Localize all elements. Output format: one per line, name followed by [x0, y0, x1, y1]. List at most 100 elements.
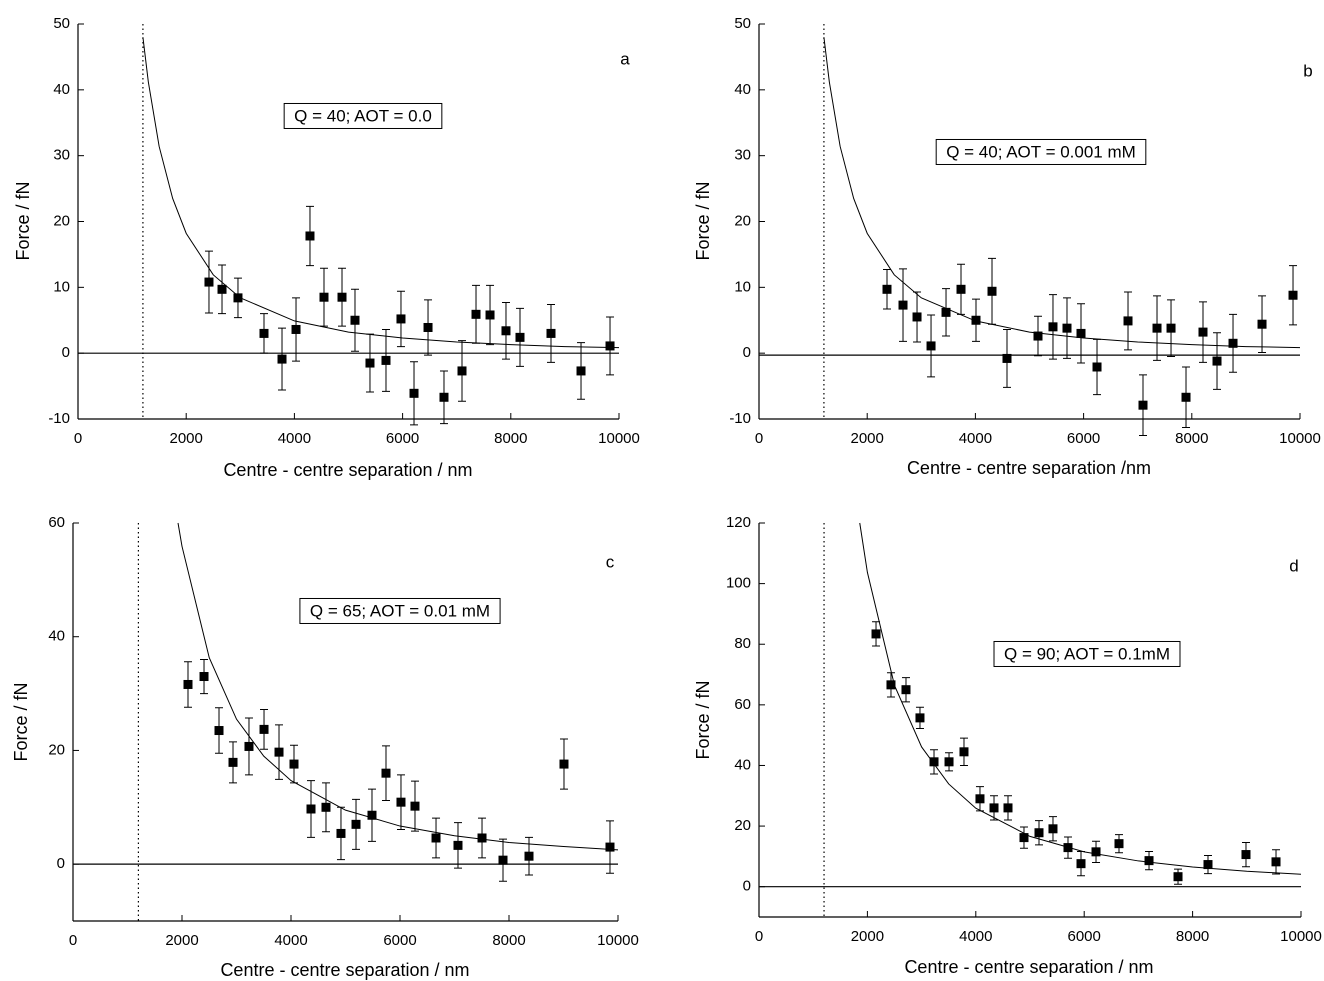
data-point [217, 284, 227, 294]
y-tick-label: 50 [53, 15, 70, 32]
x-tick-label: 10000 [1279, 430, 1321, 447]
data-point [1002, 353, 1012, 363]
data-point [1123, 316, 1133, 326]
data-point [989, 803, 999, 813]
panel-label: b [1303, 61, 1312, 80]
data-point [485, 310, 495, 320]
data-point [915, 713, 925, 723]
data-point [1173, 872, 1183, 882]
x-tick-label: 6000 [386, 430, 419, 447]
annotation: Q = 40; AOT = 0.0 [294, 106, 432, 125]
data-point [1063, 843, 1073, 853]
data-point [259, 724, 269, 734]
data-point [926, 341, 936, 351]
fit-curve [177, 522, 619, 851]
y-tick-label: 20 [734, 212, 751, 229]
data-point [576, 366, 586, 376]
data-point [1048, 322, 1058, 332]
data-point [228, 757, 238, 767]
x-tick-label: 8000 [1176, 928, 1209, 945]
y-tick-label: 40 [734, 81, 751, 98]
data-point [546, 328, 556, 338]
y-tick-label: 20 [48, 741, 65, 758]
data-point [871, 629, 881, 639]
data-point [971, 315, 981, 325]
y-tick-label: 50 [734, 15, 751, 32]
x-tick-label: 8000 [494, 430, 527, 447]
data-point [1181, 392, 1191, 402]
annotation: Q = 40; AOT = 0.001 mM [946, 142, 1136, 161]
data-point [367, 810, 377, 820]
y-tick-label: 40 [734, 756, 751, 773]
y-tick-label: 0 [57, 855, 65, 872]
data-point [901, 685, 911, 695]
y-axis-title: Force / fN [13, 181, 33, 260]
x-tick-label: 4000 [274, 932, 307, 949]
data-point [498, 855, 508, 865]
panel-label: a [620, 49, 630, 68]
data-point [477, 833, 487, 843]
y-tick-label: 60 [48, 514, 65, 531]
data-point [941, 307, 951, 317]
y-tick-label: 80 [734, 635, 751, 652]
data-point [524, 851, 534, 861]
annotation-box [283, 102, 443, 129]
data-point [431, 833, 441, 843]
x-tick-label: 10000 [597, 932, 639, 949]
y-tick-label: 20 [53, 212, 70, 229]
data-point [1288, 290, 1298, 300]
data-point [337, 292, 347, 302]
fit-curve [823, 37, 1301, 349]
data-point [987, 286, 997, 296]
data-point [396, 797, 406, 807]
data-point [1048, 824, 1058, 834]
x-tick-label: 6000 [383, 932, 416, 949]
data-point [471, 309, 481, 319]
data-point [336, 828, 346, 838]
x-tick-label: 8000 [492, 932, 525, 949]
y-tick-label: 60 [734, 696, 751, 713]
x-tick-label: 2000 [851, 928, 884, 945]
data-point [410, 801, 420, 811]
data-point [959, 747, 969, 757]
annotation: Q = 65; AOT = 0.01 mM [310, 601, 490, 620]
y-axis-title: Force / fN [693, 680, 713, 759]
data-point [1166, 323, 1176, 333]
data-point [1092, 362, 1102, 372]
x-axis-title: Centre - centre separation /nm [907, 458, 1151, 478]
x-tick-label: 0 [74, 430, 82, 447]
data-point [274, 747, 284, 757]
data-point [956, 284, 966, 294]
data-point [351, 819, 361, 829]
data-point [381, 355, 391, 365]
annotation-box [935, 138, 1147, 165]
data-point [1257, 319, 1267, 329]
data-point [1019, 833, 1029, 843]
x-axis-title: Centre - centre separation / nm [904, 957, 1153, 977]
fit-curve [859, 522, 1302, 875]
data-point [1138, 400, 1148, 410]
x-tick-label: 0 [755, 430, 763, 447]
annotation: Q = 90; AOT = 0.1mM [1004, 644, 1170, 663]
y-tick-label: 120 [726, 514, 751, 531]
data-point [1091, 847, 1101, 857]
y-tick-label: 40 [48, 628, 65, 645]
data-point [457, 366, 467, 376]
x-tick-label: 6000 [1068, 928, 1101, 945]
data-point [605, 842, 615, 852]
data-point [289, 759, 299, 769]
data-point [1212, 356, 1222, 366]
data-point [1033, 331, 1043, 341]
x-tick-label: 0 [69, 932, 77, 949]
data-point [183, 679, 193, 689]
data-point [1203, 860, 1213, 870]
y-tick-label: 40 [53, 81, 70, 98]
data-point [1144, 856, 1154, 866]
data-point [453, 840, 463, 850]
y-tick-label: -10 [48, 410, 70, 427]
y-tick-label: 20 [734, 817, 751, 834]
y-tick-label: 30 [53, 147, 70, 164]
y-axis-title: Force / fN [693, 181, 713, 260]
